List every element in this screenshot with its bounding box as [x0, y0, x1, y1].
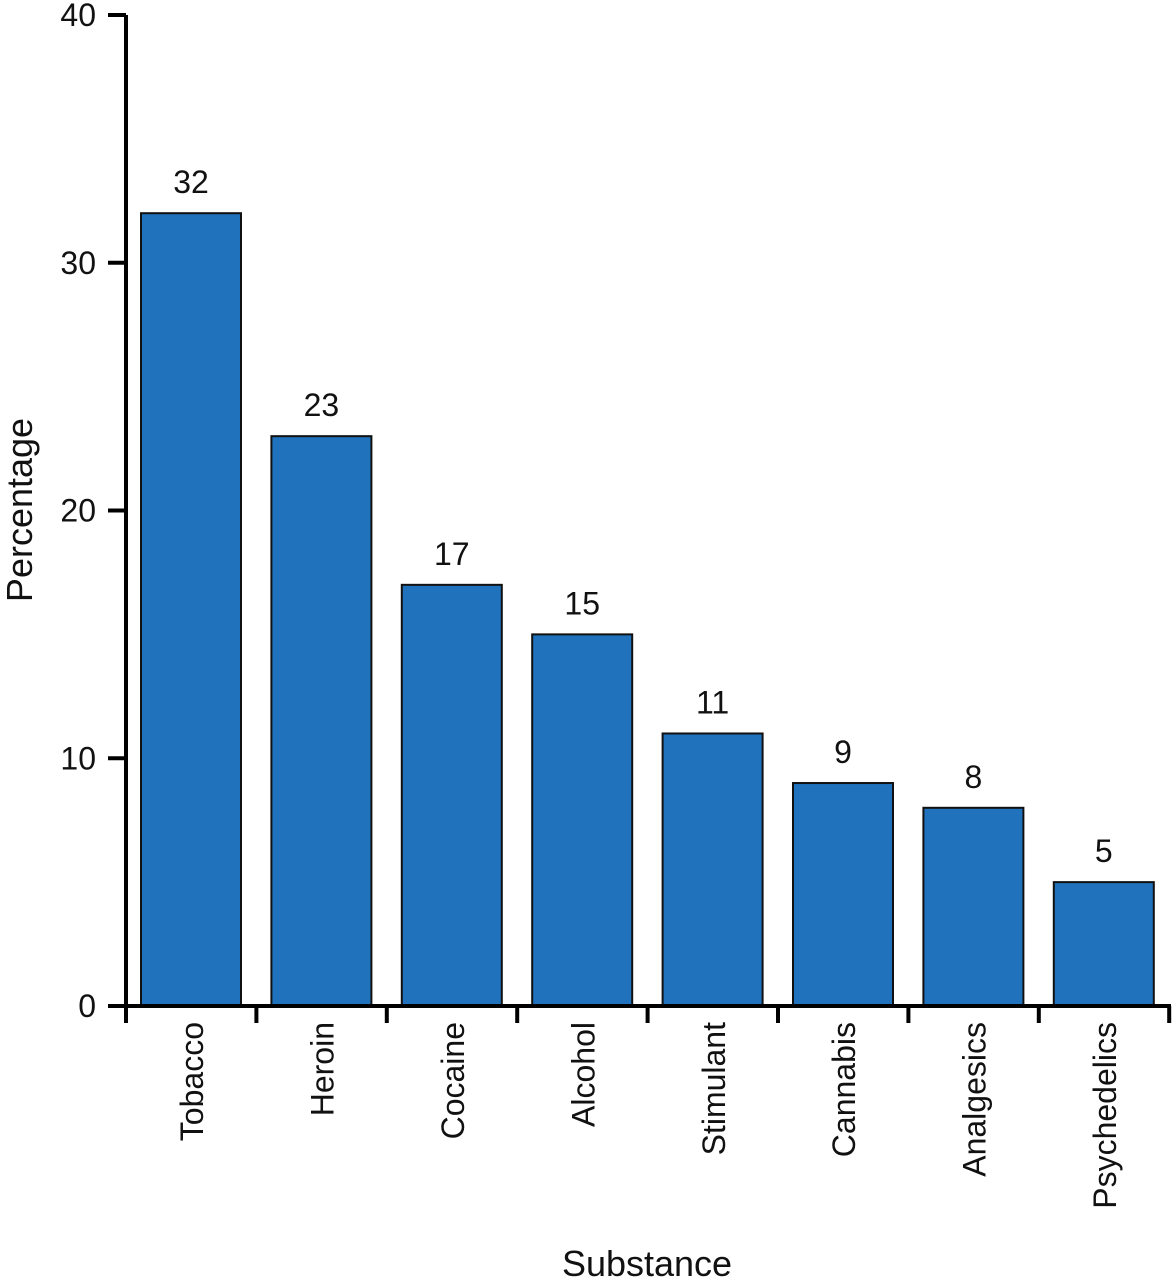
bar-cocaine: [400, 583, 503, 1007]
data-label: 15: [564, 585, 600, 621]
bar-analgesics: [922, 806, 1025, 1007]
y-tick-label: 0: [78, 988, 96, 1024]
x-tick-label: Tobacco: [174, 1022, 210, 1141]
bar-psychedelics: [1052, 881, 1155, 1007]
data-label: 5: [1095, 833, 1113, 869]
y-tick-label: 30: [60, 245, 96, 281]
bar-stimulant: [661, 732, 764, 1007]
x-tick-label: Heroin: [305, 1022, 341, 1116]
y-tick-label: 10: [60, 740, 96, 776]
bar-alcohol: [531, 633, 634, 1007]
y-tick-label: 20: [60, 493, 96, 529]
data-label: 32: [173, 164, 209, 200]
bar-tobacco: [140, 212, 242, 1007]
y-axis-title: Percentage: [0, 418, 40, 602]
x-tick-label: Cocaine: [435, 1022, 471, 1139]
bar-cannabis: [792, 782, 894, 1008]
data-label: 9: [834, 734, 852, 770]
x-tick-label: Cannabis: [826, 1022, 862, 1157]
x-tick-label: Psychedelics: [1087, 1022, 1123, 1209]
bar-heroin: [270, 435, 373, 1007]
data-label: 11: [696, 684, 729, 720]
x-tick-label: Analgesics: [957, 1022, 993, 1177]
x-axis-title: Substance: [562, 1243, 732, 1280]
data-label: 23: [304, 387, 340, 423]
y-tick-label: 40: [60, 0, 96, 33]
data-label: 17: [434, 536, 470, 572]
data-label: 8: [965, 759, 983, 795]
x-tick-label: Stimulant: [696, 1022, 732, 1156]
x-tick-label: Alcohol: [565, 1022, 601, 1127]
